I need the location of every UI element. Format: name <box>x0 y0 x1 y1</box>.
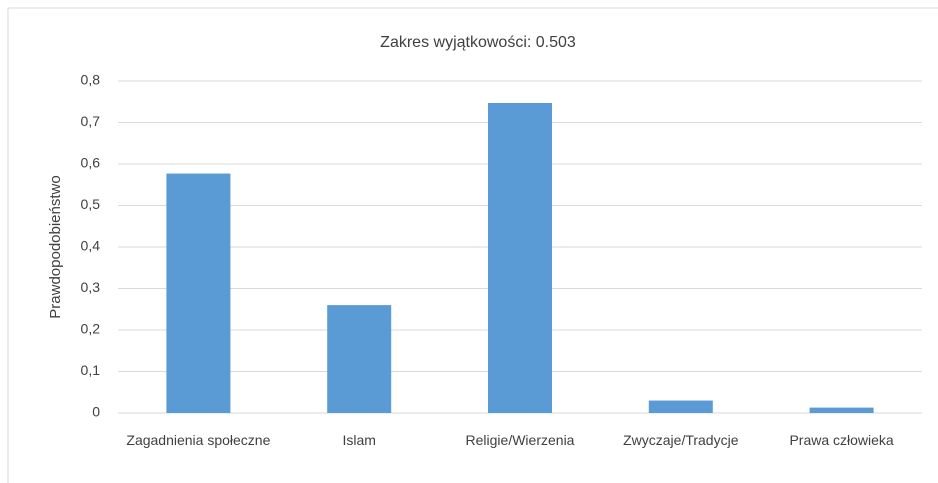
y-tick-label: 0,4 <box>81 238 101 254</box>
y-tick-label: 0,5 <box>81 196 101 212</box>
bar <box>327 305 392 413</box>
y-tick-label: 0 <box>92 404 100 420</box>
bar <box>809 407 874 413</box>
bar <box>166 173 231 413</box>
y-axis-label: Prawdopodobieństwo <box>47 175 64 318</box>
y-tick-label: 0,7 <box>81 113 101 129</box>
chart-title: Zakres wyjątkowości: 0.503 <box>380 34 576 51</box>
y-tick-label: 0,1 <box>81 362 101 378</box>
x-tick-label: Zagadnienia społeczne <box>126 432 271 448</box>
x-tick-label: Prawa człowieka <box>789 432 894 448</box>
x-tick-label: Religie/Wierzenia <box>465 432 575 448</box>
bar <box>488 102 552 414</box>
y-tick-label: 0,6 <box>81 155 101 171</box>
chart-border <box>7 7 938 483</box>
bar <box>648 400 713 413</box>
y-tick-label: 0,2 <box>81 321 101 337</box>
y-tick-label: 0,8 <box>81 72 101 88</box>
x-tick-label: Zwyczaje/Tradycje <box>623 432 739 448</box>
y-tick-label: 0,3 <box>81 279 101 295</box>
x-tick-label: Islam <box>342 432 376 448</box>
